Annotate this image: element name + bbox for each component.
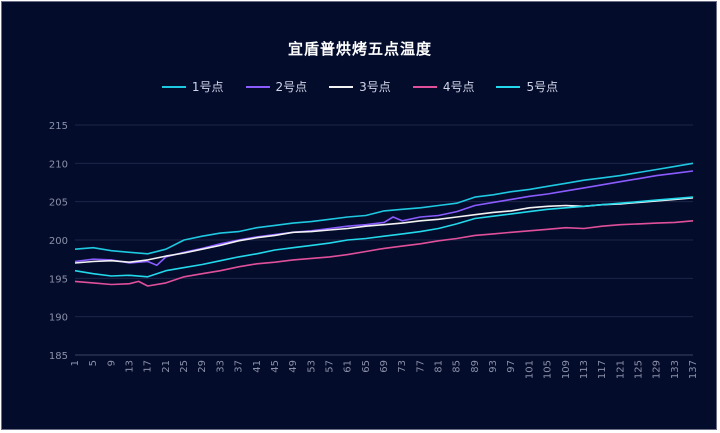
chart-legend: 1号点 2号点 3号点 4号点 5号点 <box>2 78 718 95</box>
x-tick-label: 89 <box>470 360 481 373</box>
legend-label: 4号点 <box>442 80 475 94</box>
x-tick-label: 125 <box>633 360 644 379</box>
legend-item-1[interactable]: 1号点 <box>161 78 224 95</box>
x-tick-label: 133 <box>670 360 681 379</box>
x-tick-label: 101 <box>524 360 535 379</box>
y-tick-label: 200 <box>49 236 68 247</box>
legend-item-3[interactable]: 3号点 <box>329 78 391 95</box>
legend-swatch <box>412 85 437 88</box>
legend-swatch <box>161 85 186 88</box>
series-line-3 <box>74 197 694 264</box>
y-tick-label: 210 <box>49 159 68 170</box>
x-tick-label: 105 <box>543 360 554 379</box>
x-tick-label: 93 <box>488 360 499 373</box>
x-tick-label: 5 <box>88 360 99 366</box>
x-tick-label: 9 <box>106 360 117 366</box>
x-tick-label: 33 <box>215 360 226 373</box>
x-tick-label: 77 <box>415 360 426 373</box>
x-tick-label: 137 <box>688 360 699 379</box>
x-tick-label: 57 <box>324 360 335 373</box>
legend-label: 3号点 <box>359 80 391 94</box>
x-tick-label: 21 <box>161 360 172 373</box>
x-tick-label: 37 <box>234 360 245 373</box>
x-tick-label: 69 <box>379 360 390 373</box>
y-tick-label: 195 <box>49 274 68 285</box>
series-line-2 <box>74 170 694 267</box>
x-tick-label: 17 <box>143 360 154 373</box>
x-tick-label: 65 <box>361 360 372 373</box>
x-tick-label: 129 <box>652 360 663 379</box>
x-tick-label: 81 <box>434 360 445 373</box>
x-tick-label: 29 <box>197 360 208 373</box>
x-tick-label: 117 <box>597 360 608 379</box>
x-tick-label: 53 <box>306 360 317 373</box>
y-tick-label: 215 <box>49 121 68 132</box>
x-tick-label: 41 <box>252 360 263 373</box>
x-tick-label: 85 <box>452 360 463 373</box>
legend-label: 2号点 <box>275 80 308 94</box>
y-tick-label: 190 <box>49 313 68 324</box>
legend-swatch <box>329 85 354 88</box>
series-line-4 <box>74 220 694 287</box>
legend-swatch <box>496 85 521 88</box>
y-tick-label: 185 <box>49 351 68 362</box>
chart-title: 宜盾普烘烤五点温度 <box>287 40 432 58</box>
x-tick-label: 25 <box>179 360 190 373</box>
legend-label: 5号点 <box>526 80 559 94</box>
x-tick-label: 61 <box>343 360 354 373</box>
legend-label: 1号点 <box>191 80 224 94</box>
x-tick-label: 49 <box>288 360 299 373</box>
x-tick-label: 121 <box>615 360 626 379</box>
legend-item-5[interactable]: 5号点 <box>496 78 558 95</box>
x-tick-label: 109 <box>561 360 572 379</box>
y-tick-label: 205 <box>49 198 68 209</box>
series-line-5 <box>74 196 694 278</box>
x-tick-label: 13 <box>125 360 136 373</box>
x-tick-label: 113 <box>579 360 590 379</box>
x-tick-label: 45 <box>270 360 281 373</box>
legend-swatch <box>245 85 270 88</box>
x-tick-label: 1 <box>70 360 81 366</box>
legend-item-4[interactable]: 4号点 <box>412 78 475 95</box>
series-line-1 <box>74 162 694 255</box>
x-tick-label: 73 <box>397 360 408 373</box>
legend-item-2[interactable]: 2号点 <box>245 78 308 95</box>
x-tick-label: 97 <box>506 360 517 373</box>
